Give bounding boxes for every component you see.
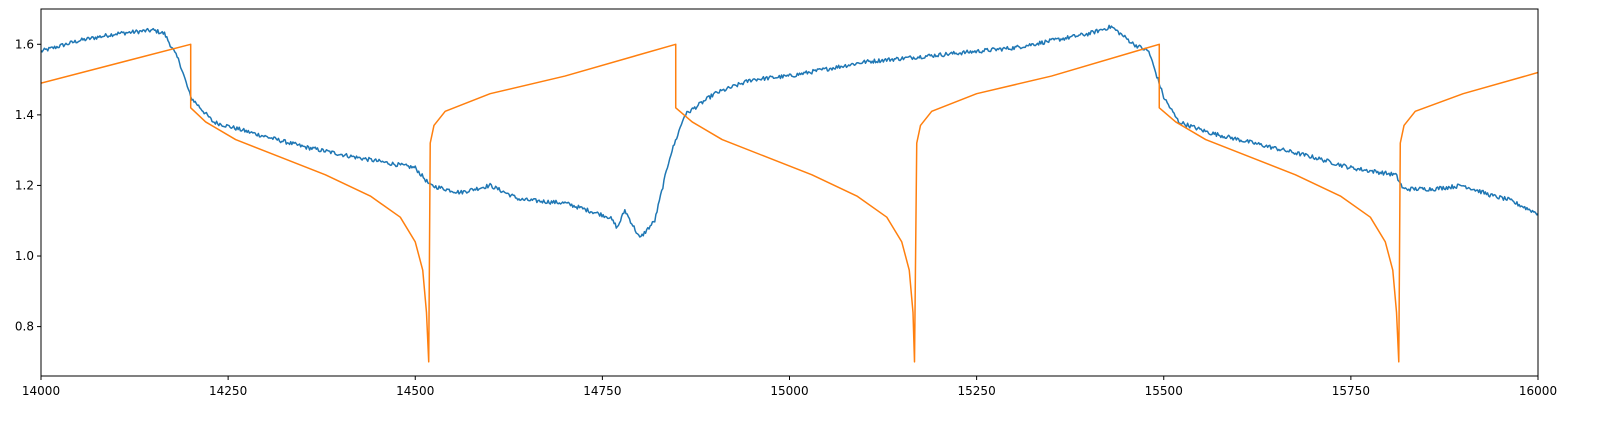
y-tick-label: 1.4 (15, 108, 34, 122)
series-line-1 (41, 24, 1538, 238)
x-tick-label: 14750 (583, 384, 621, 398)
y-tick-label: 1.0 (15, 249, 34, 263)
x-tick-label: 15500 (1145, 384, 1183, 398)
x-axis: 14000 14250 14500 14750 15000 15250 15500 15750… (22, 376, 1557, 398)
x-tick-label: 14500 (396, 384, 434, 398)
x-tick-label: 14250 (209, 384, 247, 398)
x-tick-label: 15000 (770, 384, 808, 398)
y-tick-label: 1.6 (15, 37, 34, 51)
x-tick-label: 15750 (1332, 384, 1370, 398)
axes-frame (40, 8, 1539, 377)
y-tick-label: 1.2 (15, 178, 34, 192)
x-tick-label: 14000 (22, 384, 60, 398)
y-tick-label: 0.8 (15, 320, 34, 334)
series-line-2 (41, 43, 1538, 363)
x-tick-label: 16000 (1519, 384, 1557, 398)
series-layer (41, 24, 1538, 363)
y-axis: 0.8 1.0 1.2 1.4 1.6 (15, 37, 41, 334)
x-tick-label: 15250 (958, 384, 996, 398)
